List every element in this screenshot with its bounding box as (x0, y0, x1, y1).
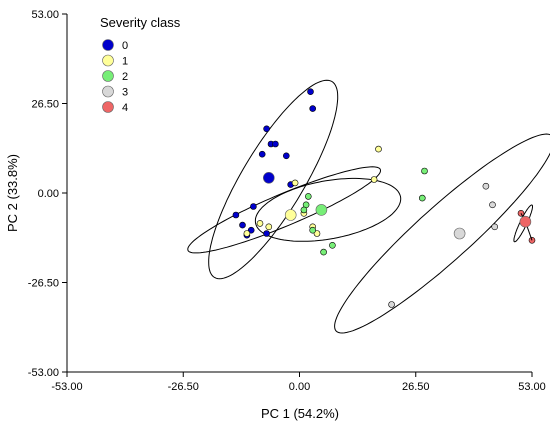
centroid-class-3 (453, 227, 466, 240)
point-class-0-9 (232, 211, 240, 219)
point-class-1-4 (265, 223, 273, 231)
point-class-2-5 (309, 226, 317, 234)
legend-marker-1 (102, 54, 114, 67)
centroid-class-0 (262, 172, 275, 184)
point-class-0-10 (239, 221, 246, 229)
x-axis-label: PC 1 (54.2%) (261, 406, 339, 421)
point-class-1-8 (313, 230, 321, 237)
point-class-2-0 (421, 167, 428, 175)
axes (66, 14, 532, 373)
x-tick-label-0: -53.00 (51, 381, 82, 393)
legend-marker-2 (102, 70, 114, 82)
y-tick-label-2: 0.00 (38, 188, 59, 200)
y-tick-label-1: -26.50 (28, 278, 59, 290)
centroid-class-2 (315, 204, 328, 216)
y-tick-label-3: 26.50 (31, 99, 59, 111)
point-class-0-11 (247, 226, 255, 234)
y-axis-label: PC 2 (33.8%) (5, 154, 20, 232)
legend: Severity class 0 1 2 3 4 (100, 15, 181, 114)
confidence-ellipses (187, 79, 550, 334)
group-centroids (262, 172, 533, 241)
point-class-1-5 (243, 230, 251, 237)
ellipse-class-0 (208, 79, 339, 280)
point-class-2-4 (300, 206, 308, 214)
legend-marker-0 (102, 39, 114, 51)
legend-title: Severity class (100, 15, 181, 30)
x-tick-label-3: 26.50 (402, 381, 430, 393)
centroid-class-4 (519, 215, 532, 228)
point-class-3-0 (482, 182, 490, 190)
ellipse-class-2 (254, 177, 402, 242)
legend-label-2: 2 (122, 71, 128, 83)
legend-label-4: 4 (122, 102, 128, 114)
legend-marker-4 (102, 101, 114, 113)
point-class-1-0 (375, 145, 382, 153)
point-class-2-2 (304, 193, 312, 200)
x-tick-label-4: 53.00 (518, 381, 546, 393)
point-class-0-5 (258, 150, 266, 158)
point-class-0-13 (263, 230, 270, 237)
point-class-0-6 (282, 152, 290, 160)
legend-label-3: 3 (122, 87, 128, 99)
centroid-class-1 (284, 209, 297, 221)
point-class-2-7 (320, 248, 327, 256)
point-class-0-2 (263, 125, 270, 133)
point-class-0-0 (307, 88, 314, 95)
x-tick-label-2: 0.00 (289, 381, 310, 393)
point-class-1-1 (370, 176, 378, 183)
point-class-3-3 (388, 301, 395, 308)
point-class-0-4 (272, 140, 279, 148)
y-tick-label-4: 53.00 (31, 9, 59, 21)
point-class-2-6 (329, 242, 336, 249)
legend-label-1: 1 (122, 56, 128, 68)
point-class-3-2 (491, 223, 499, 231)
ellipse-class-3 (334, 133, 550, 334)
point-class-0-8 (250, 203, 257, 210)
legend-marker-3 (102, 85, 114, 98)
ellipse-class-4 (513, 204, 533, 243)
point-class-2-1 (418, 194, 426, 202)
legend-label-0: 0 (122, 40, 128, 52)
tick-marks: -53.00 -26.50 0.00 26.50 53.00 -53.00 -26.50 0.… (28, 9, 546, 393)
x-tick-label-1: -26.50 (168, 381, 199, 393)
point-class-3-1 (489, 201, 496, 209)
y-tick-label-0: -53.00 (28, 367, 59, 379)
point-class-1-2 (291, 179, 299, 187)
point-class-0-1 (309, 105, 317, 112)
ellipse-class-1 (187, 166, 382, 254)
point-class-1-3 (256, 220, 264, 227)
data-points (232, 88, 536, 308)
